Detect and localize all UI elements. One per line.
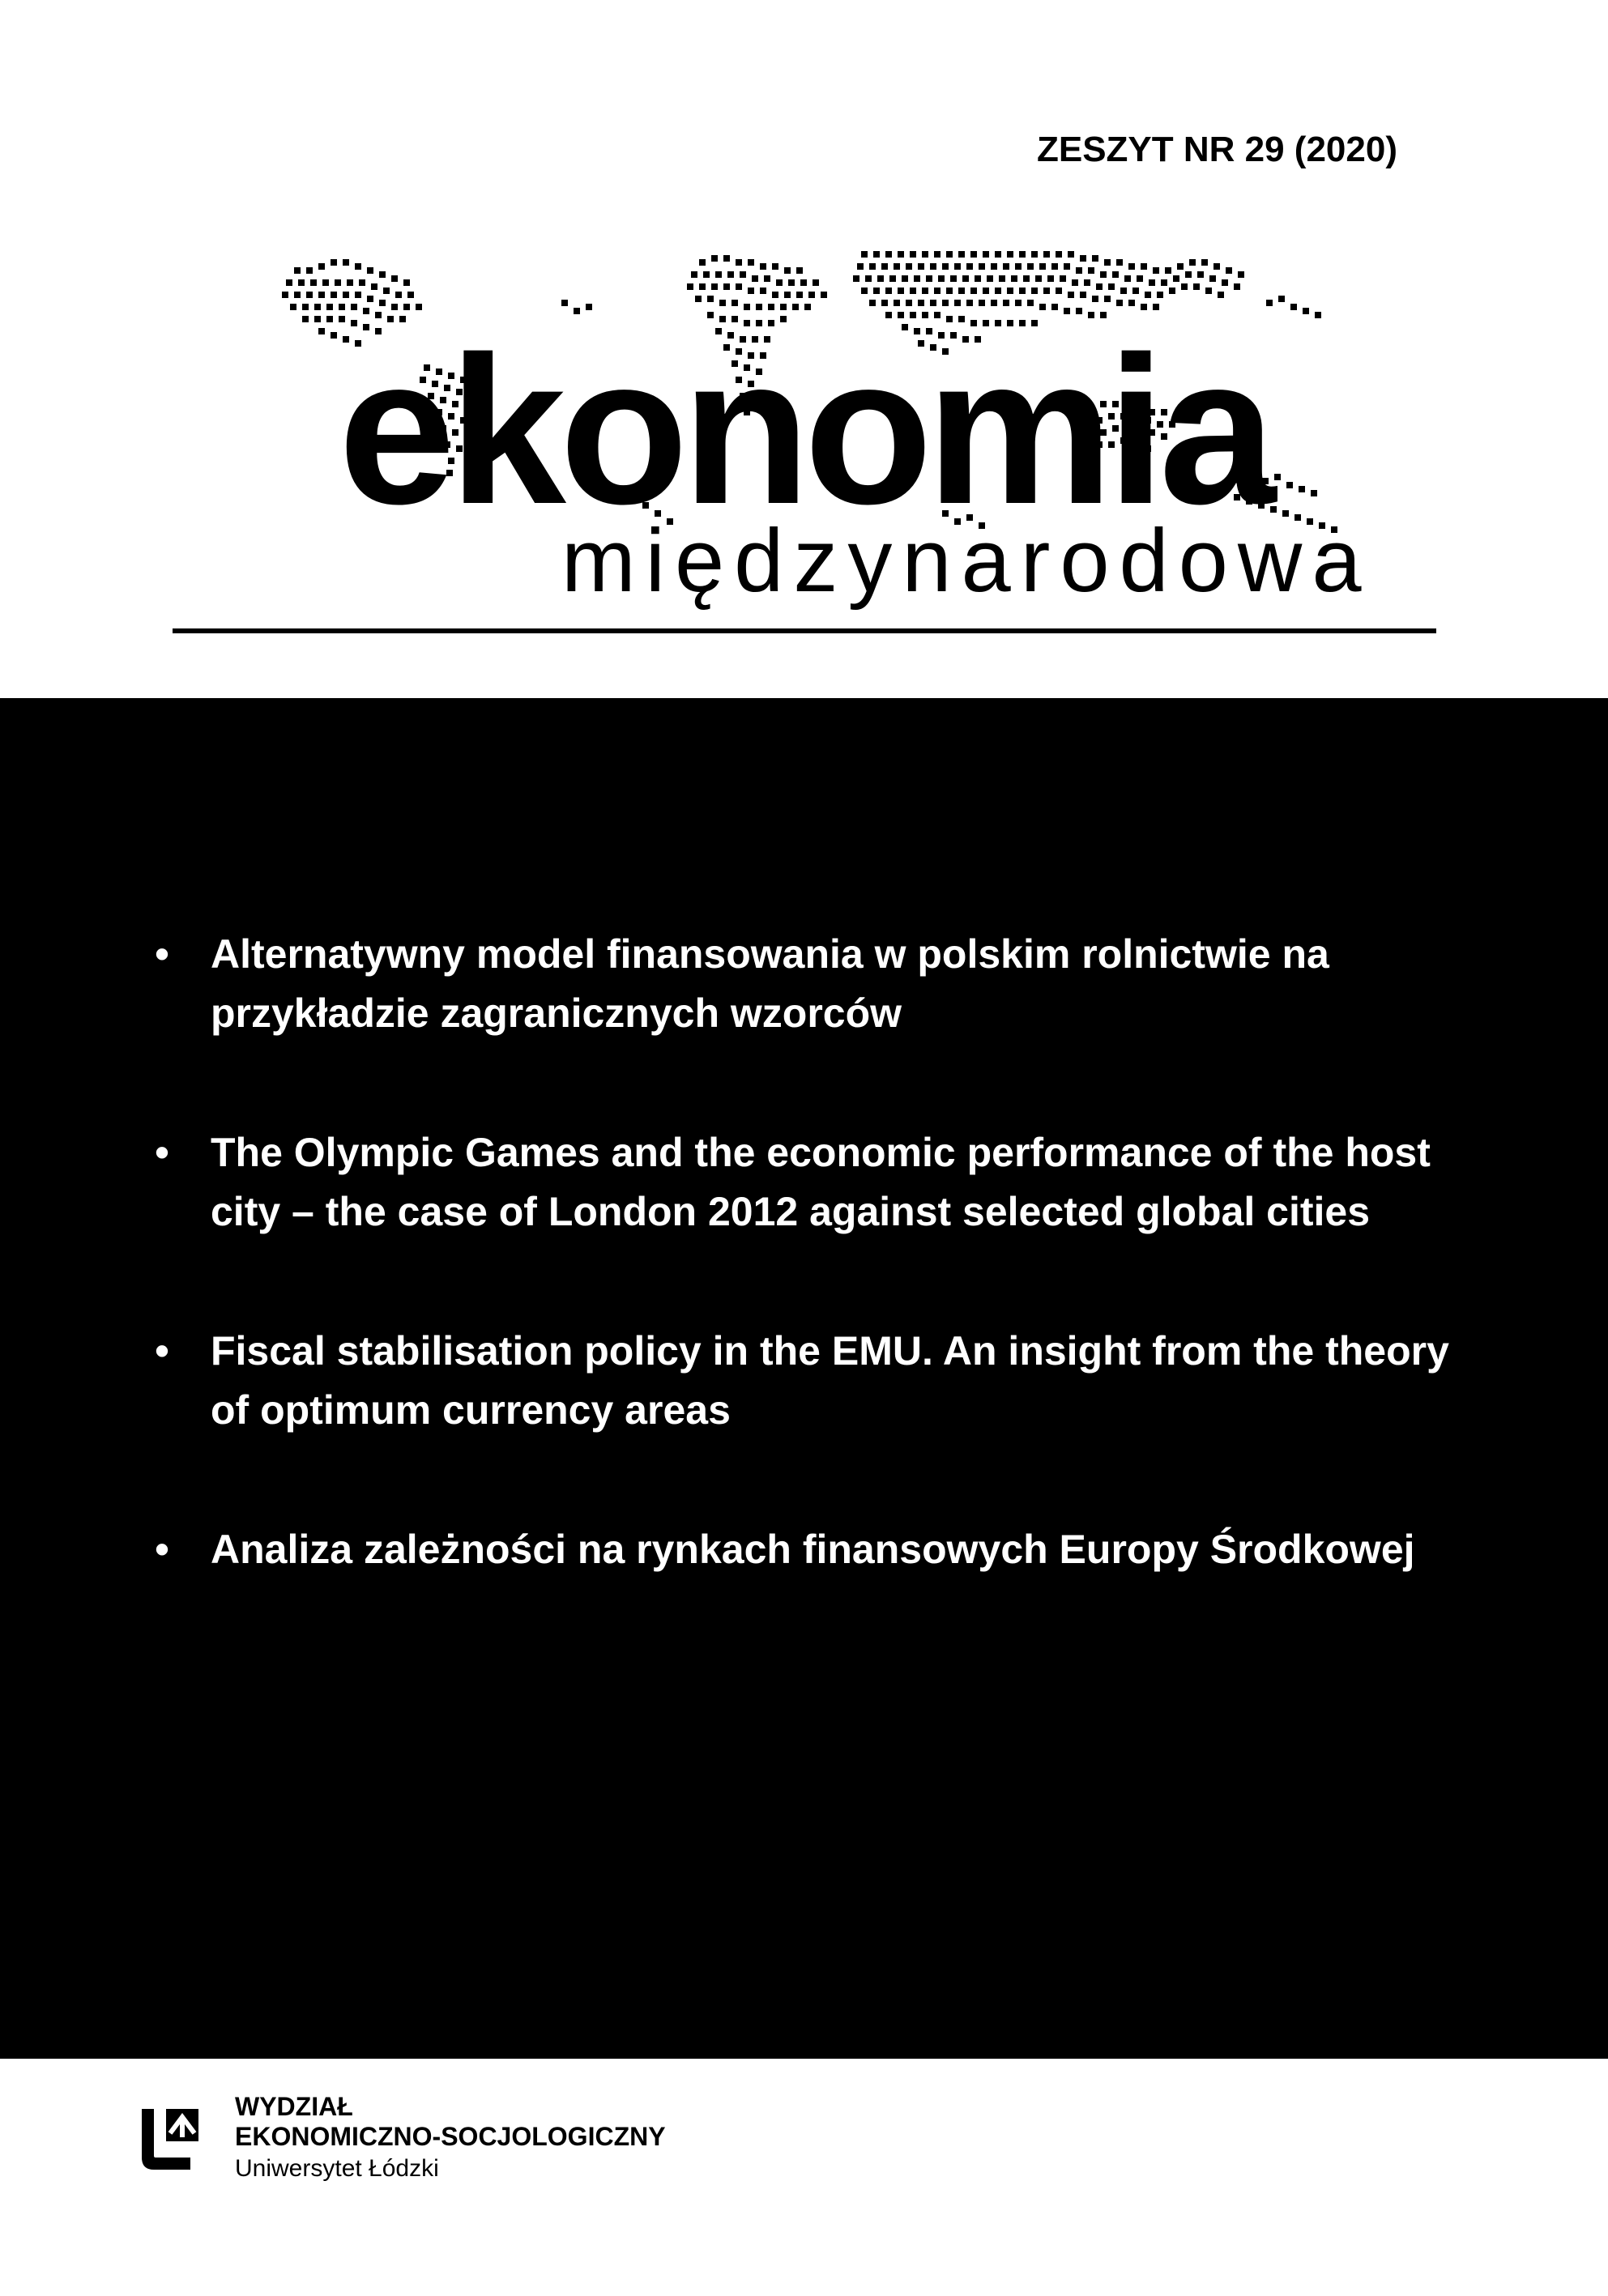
header-area: ZESZYT NR 29 (2020) [0, 0, 1608, 698]
journal-title-main: ekonomia [173, 336, 1436, 526]
article-item: • Fiscal stabilisation policy in the EMU… [113, 1322, 1495, 1439]
article-title: Fiscal stabilisation policy in the EMU. … [211, 1322, 1495, 1439]
footer-area: WYDZIAŁ EKONOMICZNO-SOCJOLOGICZNY Uniwer… [130, 2092, 666, 2183]
bullet-icon: • [113, 925, 211, 984]
bullet-icon: • [113, 1322, 211, 1381]
issue-number: ZESZYT NR 29 (2020) [162, 130, 1446, 170]
title-underline [173, 628, 1436, 633]
article-item: • The Olympic Games and the economic per… [113, 1123, 1495, 1241]
article-list: • Alternatywny model finansowania w pols… [113, 925, 1495, 1579]
footer-faculty-line1: WYDZIAŁ [235, 2092, 666, 2122]
bullet-icon: • [113, 1123, 211, 1182]
article-item: • Analiza zależności na rynkach finansow… [113, 1520, 1495, 1579]
article-title: Analiza zależności na rynkach finansowyc… [211, 1520, 1495, 1579]
articles-section: • Alternatywny model finansowania w pols… [0, 698, 1608, 2059]
footer-faculty-line2: EKONOMICZNO-SOCJOLOGICZNY [235, 2122, 666, 2152]
university-logo-icon [130, 2097, 211, 2178]
bullet-icon: • [113, 1520, 211, 1579]
article-title: The Olympic Games and the economic perfo… [211, 1123, 1495, 1241]
article-title: Alternatywny model finansowania w polski… [211, 925, 1495, 1042]
article-item: • Alternatywny model finansowania w pols… [113, 925, 1495, 1042]
footer-university: Uniwersytet Łódzki [235, 2155, 666, 2183]
footer-text: WYDZIAŁ EKONOMICZNO-SOCJOLOGICZNY Uniwer… [235, 2092, 666, 2183]
journal-logo: ekonomia międzynarodowa [173, 219, 1436, 633]
